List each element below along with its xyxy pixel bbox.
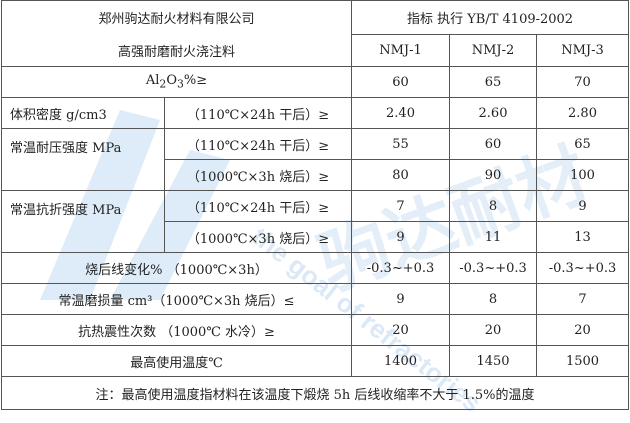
- cell: 11: [449, 221, 538, 253]
- cell: 8: [449, 283, 538, 315]
- cell: 9: [536, 190, 630, 222]
- cell: 90: [449, 159, 538, 191]
- cell: 13: [536, 221, 630, 253]
- cell: 2.60: [449, 97, 538, 129]
- row-condition: （110℃×24h 干后）≥: [163, 190, 353, 222]
- grade-header: NMJ-3: [536, 34, 630, 67]
- row-condition: （1000℃×3h 烧后）≥: [163, 221, 353, 253]
- cell: 65: [449, 66, 538, 98]
- row-condition: （1000℃×3h 烧后）≥: [163, 159, 353, 191]
- cell: -0.3~+0.3: [351, 252, 451, 284]
- cell: 65: [536, 128, 630, 160]
- product-name: 高强耐磨耐火浇注料: [0, 34, 353, 67]
- row-label: Al2O3%≥: [0, 66, 353, 98]
- row-label: 常温磨损量 cm³（1000℃×3h 烧后）≤: [0, 283, 353, 315]
- cell: 100: [536, 159, 630, 191]
- cell: 2.40: [351, 97, 451, 129]
- row-label: 烧后线变化% （1000℃×3h）: [0, 252, 353, 284]
- row-label: 最高使用温度℃: [0, 345, 353, 377]
- cell: 7: [351, 190, 451, 222]
- cell: 7: [536, 283, 630, 315]
- cell: -0.3~+0.3: [449, 252, 538, 284]
- footnote: 注：最高使用温度指材料在该温度下煅烧 5h 后线收缩率不大于 1.5%的温度: [0, 376, 630, 410]
- cell: 55: [351, 128, 451, 160]
- standard-header: 指标 执行 YB/T 4109-2002: [351, 0, 630, 35]
- cell: 60: [449, 128, 538, 160]
- cell: 70: [536, 66, 630, 98]
- company-name: 郑州驹达耐火材料有限公司: [0, 0, 353, 35]
- row-condition: （110℃×24h 干后）≥: [163, 128, 353, 160]
- spec-table: 郑州驹达耐火材料有限公司 指标 执行 YB/T 4109-2002 高强耐磨耐火…: [0, 0, 630, 410]
- row-label: 常温抗折强度 MPa: [1, 190, 165, 253]
- cell: 20: [536, 314, 630, 346]
- grade-header: NMJ-2: [449, 34, 538, 67]
- cell: 1400: [351, 345, 451, 377]
- cell: 9: [351, 283, 451, 315]
- cell: 2.80: [536, 97, 630, 129]
- cell: 80: [351, 159, 451, 191]
- row-condition: （110℃×24h 干后）≥: [163, 97, 353, 129]
- cell: 60: [351, 66, 451, 98]
- cell: 8: [449, 190, 538, 222]
- grade-header: NMJ-1: [351, 34, 451, 67]
- cell: 1450: [449, 345, 538, 377]
- row-label: 抗热震性次数 （1000℃ 水冷）≥: [0, 314, 353, 346]
- cell: 9: [351, 221, 451, 253]
- cell: -0.3~+0.3: [536, 252, 630, 284]
- row-label: 常温耐压强度 MPa: [1, 128, 165, 191]
- cell: 1500: [536, 345, 630, 377]
- cell: 20: [351, 314, 451, 346]
- cell: 20: [449, 314, 538, 346]
- row-label: 体积密度 g/cm3: [1, 97, 165, 129]
